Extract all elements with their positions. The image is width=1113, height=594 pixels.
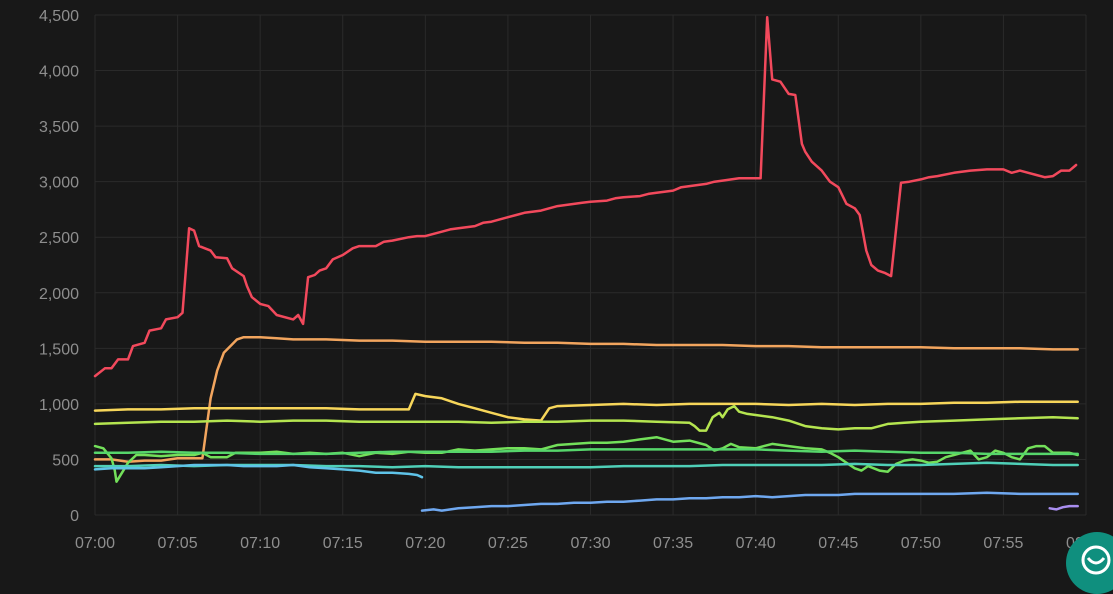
chat-icon [1081, 545, 1111, 575]
y-tick-label: 2,000 [39, 286, 79, 303]
series-line-2 [93, 335, 1079, 463]
y-tick-label: 3,000 [39, 175, 79, 192]
y-tick-label: 2,500 [39, 230, 79, 247]
y-tick-label: 1,500 [39, 341, 79, 358]
y-tick-label: 4,500 [39, 8, 79, 25]
series-line-6 [93, 448, 1079, 456]
series-line-1 [93, 15, 1078, 378]
y-tick-label: 0 [70, 508, 79, 525]
x-tick-label: 07:15 [323, 535, 363, 552]
series-line-4 [93, 404, 1079, 432]
x-tick-label: 07:20 [405, 535, 445, 552]
x-tick-label: 07:25 [488, 535, 528, 552]
y-tick-label: 500 [52, 452, 79, 469]
y-tick-label: 4,000 [39, 64, 79, 81]
series-line-8 [93, 463, 424, 479]
y-axis-ticks: 0 500 1,000 1,500 2,000 2,500 3,000 3,500 4,000 4… [39, 8, 79, 525]
x-tick-label: 07:10 [240, 535, 280, 552]
series-line-3 [93, 392, 1079, 422]
x-tick-label: 07:55 [983, 535, 1023, 552]
grid-lines [94, 14, 1087, 516]
x-tick-label: 07:00 [75, 535, 115, 552]
line-chart: 0 500 1,000 1,500 2,000 2,500 3,000 3,500 4,000 4… [39, 8, 1106, 552]
x-tick-label: 07:05 [158, 535, 198, 552]
x-tick-label: 07:40 [736, 535, 776, 552]
x-tick-label: 07:45 [818, 535, 858, 552]
x-tick-label: 07:50 [901, 535, 941, 552]
x-tick-label: 07:35 [653, 535, 693, 552]
y-tick-label: 3,500 [39, 119, 79, 136]
y-tick-label: 1,000 [39, 397, 79, 414]
series-line-10 [1048, 504, 1079, 511]
x-tick-label: 07:30 [570, 535, 610, 552]
series-lines [93, 15, 1079, 512]
x-axis-ticks: 07:00 07:05 07:10 07:15 07:20 07:25 07:30 07:35… [75, 535, 1106, 552]
chat-button[interactable] [1066, 532, 1113, 594]
series-line-9 [420, 491, 1079, 512]
